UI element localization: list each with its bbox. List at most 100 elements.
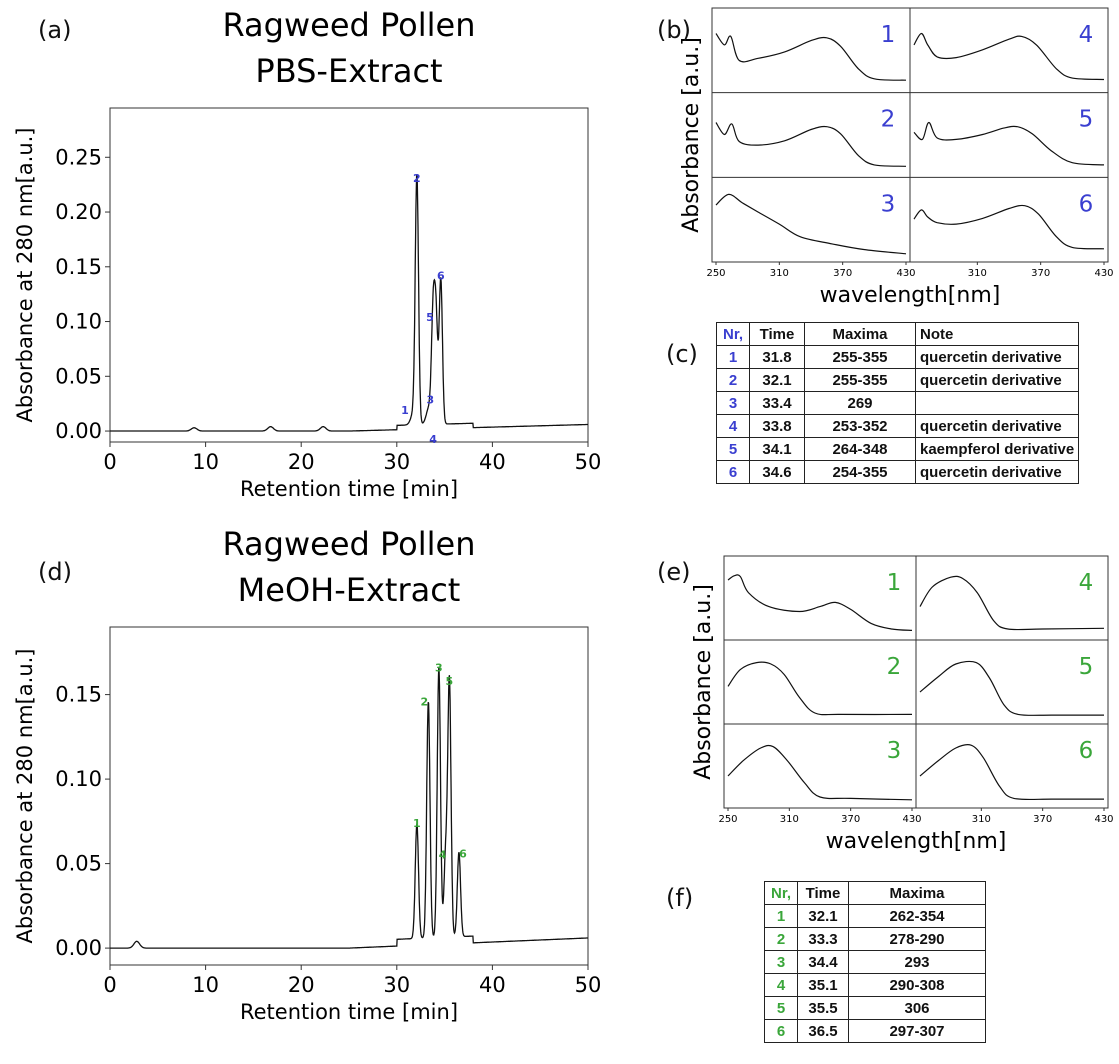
table-cell: 255-355 bbox=[804, 368, 916, 392]
spectrum-label: 1 bbox=[881, 22, 896, 48]
peak-label: 2 bbox=[421, 696, 429, 709]
table-cell: 33.3 bbox=[797, 927, 849, 951]
chromatogram-pbs: Ragweed Pollen PBS-Extract 0 10 20 30 40 50 0.00… bbox=[13, 6, 601, 501]
x-tick-label: 50 bbox=[575, 450, 602, 474]
y-tick-label: 0.00 bbox=[55, 936, 102, 960]
peak-label: 5 bbox=[446, 675, 454, 688]
panel-label-c: (c) bbox=[666, 340, 698, 368]
y-tick-label: 0.10 bbox=[55, 310, 102, 334]
table-cell: 3 bbox=[716, 391, 750, 415]
table-row: 1 32.1 262-354 bbox=[764, 904, 986, 928]
table-cell: 5 bbox=[716, 437, 750, 461]
table-cell: 35.5 bbox=[797, 996, 849, 1020]
table-cell: 262-354 bbox=[848, 904, 986, 928]
peak-label: 2 bbox=[413, 172, 421, 185]
y-axis-label: Absorbance [a.u.] bbox=[679, 37, 704, 233]
x-tick-label: 370 bbox=[1033, 814, 1052, 825]
x-tick-label: 430 bbox=[1094, 268, 1113, 279]
table-cell: 5 bbox=[764, 996, 798, 1020]
spectrum-label: 5 bbox=[1079, 654, 1094, 680]
y-tick-label: 0.10 bbox=[55, 767, 102, 791]
table-cell: 34.4 bbox=[797, 950, 849, 974]
x-tick-label: 430 bbox=[902, 814, 921, 825]
table-cell: 32.1 bbox=[749, 368, 805, 392]
table-cell: 290-308 bbox=[848, 973, 986, 997]
table-cell: 31.8 bbox=[749, 345, 805, 369]
y-tick-label: 0.00 bbox=[55, 419, 102, 443]
table-row: 5 35.5 306 bbox=[764, 996, 986, 1020]
y-axis-label: Absorbance [a.u.] bbox=[691, 584, 716, 780]
x-tick-label: 10 bbox=[192, 450, 219, 474]
x-tick-label: 310 bbox=[770, 268, 789, 279]
table-cell: quercetin derivative bbox=[914, 414, 1080, 438]
x-tick-label: 20 bbox=[288, 973, 315, 997]
table-cell: quercetin derivative bbox=[914, 460, 1080, 484]
table-cell: 34.1 bbox=[749, 437, 805, 461]
x-tick-label: 0 bbox=[103, 450, 116, 474]
x-tick-label: 430 bbox=[1094, 814, 1113, 825]
panel-label-a: (a) bbox=[38, 16, 71, 44]
x-tick-label: 40 bbox=[479, 450, 506, 474]
spectrum-trace bbox=[715, 193, 907, 255]
chromatogram-trace bbox=[110, 667, 588, 949]
table-cell: 278-290 bbox=[848, 927, 986, 951]
spectrum-label: 6 bbox=[1079, 191, 1094, 217]
table-cell: 36.5 bbox=[797, 1019, 849, 1043]
spectrum-trace bbox=[919, 743, 1105, 801]
spectrum-trace bbox=[913, 32, 1105, 81]
x-tick-label: 30 bbox=[383, 450, 410, 474]
x-tick-label: 370 bbox=[841, 814, 860, 825]
x-axis-label: wavelength[nm] bbox=[826, 829, 1007, 854]
spectrum-trace bbox=[715, 33, 907, 81]
spectrum-label: 1 bbox=[887, 570, 902, 596]
chart-title: Ragweed Pollen bbox=[223, 525, 476, 563]
panel-label-f: (f) bbox=[666, 884, 693, 912]
table-cell: 6 bbox=[764, 1019, 798, 1043]
x-tick-label: 30 bbox=[383, 973, 410, 997]
table-cell: 6 bbox=[716, 460, 750, 484]
uv-spectra-meoh: 1 2 3 4 5 6 250 310 370 430 310 370 430 wavelength[nm… bbox=[691, 555, 1114, 854]
x-tick-label: 20 bbox=[288, 450, 315, 474]
table-cell: 1 bbox=[764, 904, 798, 928]
y-tick-label: 0.15 bbox=[55, 683, 102, 707]
x-axis-label: wavelength[nm] bbox=[820, 283, 1001, 308]
table-row: 2 32.1 255-355 quercetin derivative bbox=[716, 368, 1080, 392]
x-axis-label: Retention time [min] bbox=[240, 1000, 458, 1024]
chart-title: Ragweed Pollen bbox=[223, 6, 476, 44]
spectrum-trace bbox=[727, 574, 913, 631]
table-cell: 253-352 bbox=[804, 414, 916, 438]
table-row: 6 36.5 297-307 bbox=[764, 1019, 986, 1043]
table-cell: 34.6 bbox=[749, 460, 805, 484]
panel-label-b: (b) bbox=[657, 16, 691, 44]
table-row: 4 33.8 253-352 quercetin derivative bbox=[716, 414, 1080, 438]
table-cell: 2 bbox=[716, 368, 750, 392]
x-tick-label: 10 bbox=[192, 973, 219, 997]
table-cell: 254-355 bbox=[804, 460, 916, 484]
peak-label: 6 bbox=[459, 848, 467, 861]
table-header-cell: Nr, bbox=[764, 881, 798, 905]
x-tick-label: 40 bbox=[479, 973, 506, 997]
x-tick-label: 310 bbox=[972, 814, 991, 825]
peak-label: 6 bbox=[437, 269, 445, 282]
table-row: 4 35.1 290-308 bbox=[764, 973, 986, 997]
spectrum-label: 3 bbox=[887, 738, 902, 764]
chart-subtitle: PBS-Extract bbox=[255, 52, 442, 90]
chart-subtitle: MeOH-Extract bbox=[238, 571, 461, 609]
table-cell: 32.1 bbox=[797, 904, 849, 928]
y-tick-label: 0.05 bbox=[55, 852, 102, 876]
table-cell: 3 bbox=[764, 950, 798, 974]
panel-label-d: (d) bbox=[38, 558, 72, 586]
spectrum-trace bbox=[919, 575, 1105, 631]
table-header-row: Nr, Time Maxima Note bbox=[716, 322, 1080, 346]
table-cell: quercetin derivative bbox=[914, 368, 1080, 392]
table-cell bbox=[914, 391, 1080, 415]
table-cell: 2 bbox=[764, 927, 798, 951]
x-tick-label: 310 bbox=[780, 814, 799, 825]
table-cell: 293 bbox=[848, 950, 986, 974]
spectrum-label: 4 bbox=[1079, 570, 1094, 596]
table-cell: 4 bbox=[716, 414, 750, 438]
spectrum-label: 5 bbox=[1079, 107, 1094, 133]
y-tick-label: 0.05 bbox=[55, 364, 102, 388]
x-tick-label: 430 bbox=[896, 268, 915, 279]
x-tick-label: 0 bbox=[103, 973, 116, 997]
